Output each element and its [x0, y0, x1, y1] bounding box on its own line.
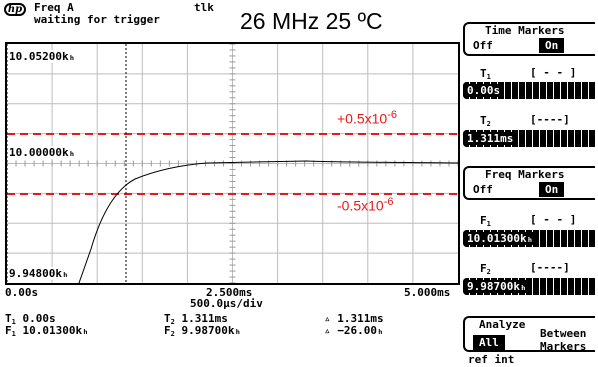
y-bottom-label: 9.94800kₕ — [8, 267, 70, 280]
t1-range-bracket: [ - - ] — [530, 66, 577, 79]
f2-range-bracket: [----] — [530, 261, 570, 274]
f2-value-field[interactable]: 9.98700kₕ — [463, 278, 595, 295]
lower-limit-label: -0.5x10-6 — [337, 196, 394, 214]
f1-softkey-label: F1 — [480, 214, 491, 229]
f1-readout: F1 10.01300kₕ — [5, 324, 89, 339]
y-top-label: 10.05200kₕ — [8, 50, 77, 63]
x-mid-label: 2.500ms — [206, 286, 253, 299]
time-markers-on-option[interactable]: On — [539, 38, 565, 53]
t2-value-field[interactable]: 1.311ms — [463, 130, 595, 147]
delta-t-readout: ▵ 1.311ms — [324, 312, 384, 325]
t1-value-field[interactable]: 0.00s — [463, 82, 595, 99]
f2-softkey-label: F2 — [480, 262, 491, 277]
delta-icon: ▵ — [324, 324, 331, 337]
upper-limit-label: +0.5x10-6 — [337, 109, 397, 127]
t1-softkey-label: T1 — [480, 67, 491, 82]
plot-canvas — [7, 44, 458, 283]
freq-markers-off-option[interactable]: Off — [473, 183, 493, 196]
frequency-trace — [78, 160, 458, 283]
delta-icon: ▵ — [324, 312, 331, 325]
reference-status: ref int — [468, 353, 515, 366]
delta-f-readout: ▵ −26.00ₕ — [324, 324, 384, 337]
analyze-between-option[interactable]: Between Markers — [540, 327, 587, 353]
time-markers-off-option[interactable]: Off — [473, 39, 493, 52]
x-left-label: 0.00s — [5, 286, 39, 299]
f2-readout: F2 9.98700kₕ — [164, 324, 242, 339]
analyze-softkey[interactable]: Analyze All Between Markers — [463, 316, 595, 353]
y-mid-label: 10.00000kₕ — [8, 146, 77, 159]
hp-logo: hp — [4, 3, 26, 16]
trigger-status: waiting for trigger — [34, 13, 160, 26]
f1-range-bracket: [ - - ] — [530, 213, 577, 226]
analyze-all-option[interactable]: All — [473, 335, 505, 350]
scale-label: 500.0µs/div — [190, 297, 263, 310]
t2-softkey-label: T2 — [480, 114, 491, 129]
channel-label: Freq A — [34, 1, 74, 14]
t2-range-bracket: [----] — [530, 113, 570, 126]
t1-readout: T1 0.00s — [5, 312, 56, 327]
grid — [7, 44, 458, 283]
freq-markers-on-option[interactable]: On — [539, 182, 565, 197]
measurement-title: 26 MHz 25 ºC — [240, 8, 383, 34]
x-right-label: 5.000ms — [404, 286, 451, 299]
time-markers-softkey[interactable]: Time Markers Off On — [463, 22, 595, 56]
frequency-time-plot: 10.05200kₕ 10.00000kₕ 9.94800kₕ +0.5x10-… — [5, 42, 460, 285]
f1-value-field[interactable]: 10.01300kₕ — [463, 230, 595, 247]
status-label: tlk — [194, 1, 214, 14]
freq-markers-softkey[interactable]: Freq Markers Off On — [463, 166, 595, 200]
t2-readout: T2 1.311ms — [164, 312, 228, 327]
